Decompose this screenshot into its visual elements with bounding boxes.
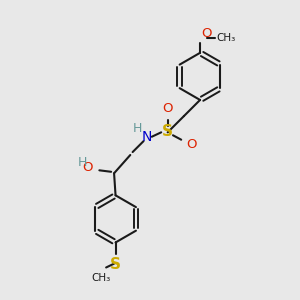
Text: O: O	[162, 102, 173, 115]
Text: S: S	[110, 256, 121, 272]
Text: CH₃: CH₃	[216, 32, 235, 43]
Text: H: H	[132, 122, 142, 135]
Text: O: O	[201, 28, 212, 40]
Text: O: O	[82, 161, 93, 175]
Text: S: S	[162, 124, 173, 139]
Text: N: N	[141, 130, 152, 144]
Text: O: O	[186, 138, 197, 151]
Text: H: H	[78, 157, 87, 169]
Text: CH₃: CH₃	[91, 273, 110, 283]
